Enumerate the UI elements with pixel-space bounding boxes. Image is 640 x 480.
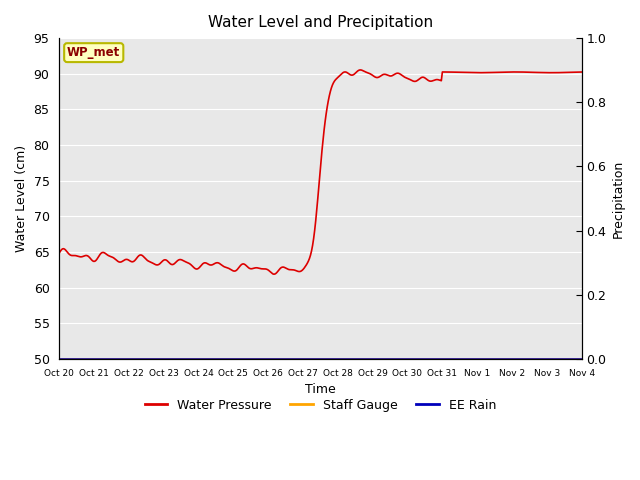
Text: WP_met: WP_met xyxy=(67,46,120,59)
Y-axis label: Precipitation: Precipitation xyxy=(612,159,625,238)
Y-axis label: Water Level (cm): Water Level (cm) xyxy=(15,145,28,252)
Legend: Water Pressure, Staff Gauge, EE Rain: Water Pressure, Staff Gauge, EE Rain xyxy=(140,394,501,417)
X-axis label: Time: Time xyxy=(305,383,336,396)
Title: Water Level and Precipitation: Water Level and Precipitation xyxy=(208,15,433,30)
